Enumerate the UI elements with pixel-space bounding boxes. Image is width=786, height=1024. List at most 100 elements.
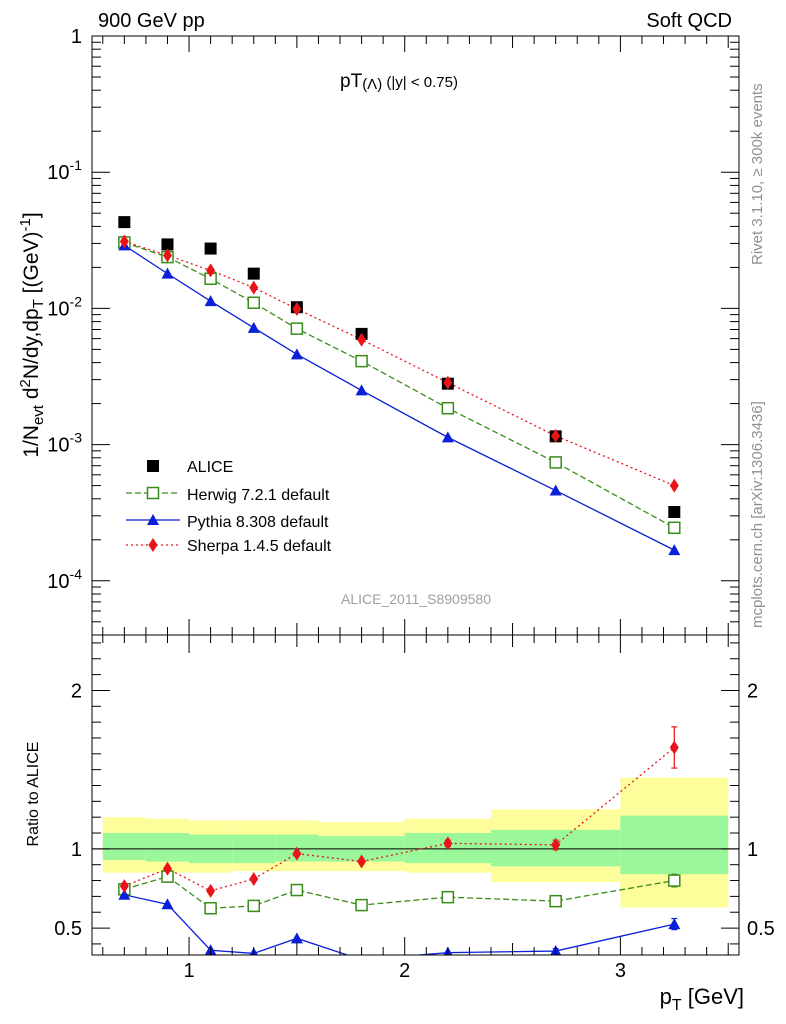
ratio-ticks [92,635,739,955]
x-tick-label: 3 [615,960,626,982]
legend-marker-pythia [147,514,159,525]
legend-label-alice: ALICE [187,459,233,476]
ratio-series [118,726,681,955]
point-sherpa [669,478,679,493]
legend-marker-data [147,460,159,472]
y-tick-label: 10-2 [47,293,82,320]
point-data [118,216,131,229]
point-sherpa [119,234,129,249]
legend-marks [126,460,180,552]
point-data [204,242,217,255]
ratio-series-clipped [118,726,681,955]
ratio-point-sherpa [119,879,129,894]
ratio-point-sherpa [443,836,453,851]
point-data [668,505,681,518]
y-tick-label: 1 [71,26,82,48]
ratio-point-sherpa [669,740,679,755]
ratio-y-tick-label-left: 1 [71,839,82,861]
ratio-point-pythia [668,918,681,930]
ratio-point-sherpa [551,837,561,852]
ratio-point-sherpa [162,861,172,876]
point-sherpa [357,332,367,347]
x-tick-labels: 1 2 3 [183,960,625,982]
ratio-point-sherpa [249,871,259,886]
series-line-pythia [123,244,675,551]
point-pythia [668,544,681,556]
point-pythia [247,321,260,333]
legend-marker-sherpa [148,538,158,552]
ratio-y-tick-label-right: 0.5 [747,918,775,940]
ratio-point-pythia [161,898,174,910]
ratio-frame [91,634,740,956]
legend-label-pythia: Pythia 8.308 default [187,514,329,531]
y-tick-label: 10-3 [47,430,82,457]
point-pythia [161,267,174,279]
main-series [118,216,681,556]
ratio-y-tick-label-left: 2 [71,680,82,702]
ratio-point-herwig [247,899,260,913]
header-category: Soft QCD [646,10,732,32]
main-ticks [92,35,739,636]
band-inner [620,815,729,875]
main-panel: 1 10-1 10-2 10-3 10-4 pT(Λ) (|y| < 0.75) ALI… [17,26,740,636]
point-herwig [290,322,304,335]
header-collision: 900 GeV pp [98,10,205,32]
legend: ALICE Herwig 7.2.1 default Pythia 8.308 … [126,459,332,555]
y-tick-label: 10-4 [47,566,82,593]
ratio-point-herwig [204,902,217,915]
ratio-point-herwig [441,890,455,904]
ratio-y-tick-labels: 0.5 0.5 1 1 2 2 [54,680,775,940]
ratio-y-axis-label: Ratio to ALICE [25,742,42,847]
point-herwig [668,521,681,535]
point-sherpa [206,263,216,278]
band-inner [102,833,146,860]
legend-label-herwig: Herwig 7.2.1 default [187,487,330,504]
ratio-point-pythia [118,888,131,900]
ratio-point-pythia [290,932,303,944]
point-pythia [290,348,303,360]
y-tick-label: 10-1 [47,157,82,184]
point-herwig [355,354,368,368]
plot-title: pT(Λ) (|y| < 0.75) [340,71,458,93]
point-herwig [441,401,455,415]
point-herwig [549,456,562,469]
main-y-axis-label: 1/Nevt d2N/dy,dpT [(GeV)-1] [17,212,47,457]
point-data [161,238,174,251]
series-line-herwig [124,241,675,529]
point-pythia [549,484,562,496]
ratio-y-tick-label-left: 0.5 [54,918,82,940]
point-sherpa [443,375,453,390]
analysis-id-label: ALICE_2011_S8909580 [341,591,491,607]
ratio-line-sherpa [124,746,675,892]
x-tick-label: 1 [183,960,194,982]
x-axis-label: pT [GeV] [660,984,744,1014]
ratio-point-herwig [549,894,562,908]
ratio-point-sherpa [206,883,216,898]
point-pythia [441,431,454,443]
ratio-panel: 0.5 0.5 1 1 2 2 1 2 3 Ratio to ALICE pT [GeV] [25,634,775,1014]
point-sherpa [162,248,172,263]
point-pythia [204,295,217,307]
band-inner [145,833,190,862]
ratio-point-herwig [355,898,368,912]
ratio-point-sherpa [292,846,302,861]
point-sherpa [292,301,302,316]
ratio-uncertainty-bands [102,777,729,908]
point-sherpa [249,280,259,295]
legend-label-sherpa: Sherpa 1.4.5 default [187,538,332,555]
ratio-point-sherpa [357,854,367,869]
x-tick-label: 2 [399,960,410,982]
ratio-y-tick-label-right: 2 [747,680,758,702]
ratio-point-herwig [668,874,681,887]
point-pythia [355,384,368,396]
ratio-y-tick-label-right: 1 [747,839,758,861]
legend-marker-herwig [146,486,160,500]
point-sherpa [551,428,561,443]
point-data [247,267,260,280]
main-y-tick-labels: 1 10-1 10-2 10-3 10-4 [47,26,82,593]
point-herwig [247,296,260,310]
rivet-version-label: Rivet 3.1.10, ≥ 300k events [749,83,766,265]
ratio-point-herwig [290,883,304,897]
mcplots-label: mcplots.cern.ch [arXiv:1306.3436] [749,401,766,628]
